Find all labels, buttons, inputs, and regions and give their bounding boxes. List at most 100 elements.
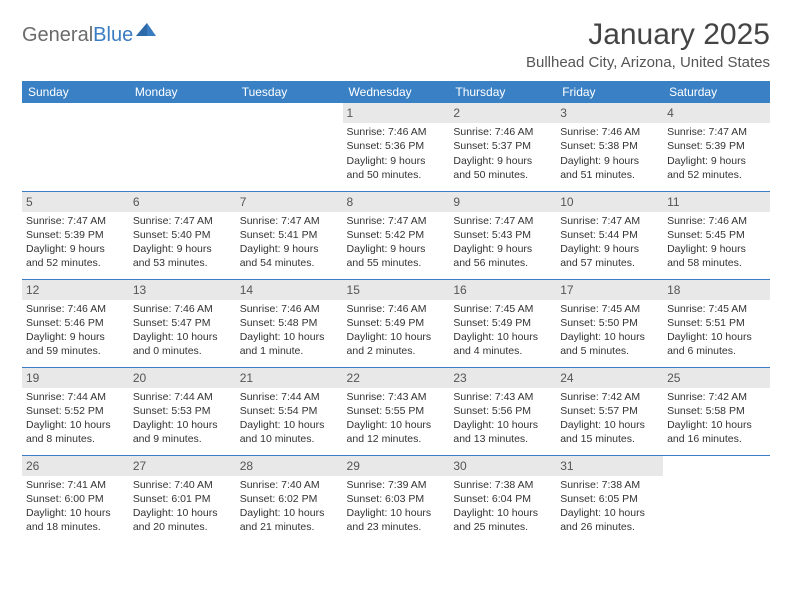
calendar-cell: 30Sunrise: 7:38 AMSunset: 6:04 PMDayligh… bbox=[449, 455, 556, 543]
day-number: 29 bbox=[343, 456, 450, 476]
day-number: 11 bbox=[663, 192, 770, 212]
day-number: 30 bbox=[449, 456, 556, 476]
sunset-text: Sunset: 5:46 PM bbox=[26, 316, 125, 330]
logo-word2: Blue bbox=[93, 24, 133, 46]
day-number: 5 bbox=[22, 192, 129, 212]
sunset-text: Sunset: 5:39 PM bbox=[26, 228, 125, 242]
calendar-week: 19Sunrise: 7:44 AMSunset: 5:52 PMDayligh… bbox=[22, 367, 770, 455]
daylight-text: Daylight: 9 hours and 57 minutes. bbox=[560, 242, 659, 270]
day-number: 21 bbox=[236, 368, 343, 388]
sunrise-text: Sunrise: 7:42 AM bbox=[667, 390, 766, 404]
day-number: 3 bbox=[556, 103, 663, 123]
calendar-cell: 19Sunrise: 7:44 AMSunset: 5:52 PMDayligh… bbox=[22, 367, 129, 455]
sunset-text: Sunset: 5:36 PM bbox=[347, 139, 446, 153]
day-number: 24 bbox=[556, 368, 663, 388]
sunset-text: Sunset: 5:52 PM bbox=[26, 404, 125, 418]
calendar-cell: 18Sunrise: 7:45 AMSunset: 5:51 PMDayligh… bbox=[663, 279, 770, 367]
calendar-cell: 27Sunrise: 7:40 AMSunset: 6:01 PMDayligh… bbox=[129, 455, 236, 543]
day-number: 15 bbox=[343, 280, 450, 300]
empty-day bbox=[129, 103, 236, 121]
sunrise-text: Sunrise: 7:45 AM bbox=[560, 302, 659, 316]
day-number: 8 bbox=[343, 192, 450, 212]
sunset-text: Sunset: 5:53 PM bbox=[133, 404, 232, 418]
calendar-cell: 5Sunrise: 7:47 AMSunset: 5:39 PMDaylight… bbox=[22, 191, 129, 279]
day-number: 26 bbox=[22, 456, 129, 476]
calendar-cell: 17Sunrise: 7:45 AMSunset: 5:50 PMDayligh… bbox=[556, 279, 663, 367]
day-number: 18 bbox=[663, 280, 770, 300]
daylight-text: Daylight: 10 hours and 16 minutes. bbox=[667, 418, 766, 446]
day-header: Sunday bbox=[22, 81, 129, 103]
calendar-cell bbox=[236, 103, 343, 191]
day-header: Saturday bbox=[663, 81, 770, 103]
sunset-text: Sunset: 5:56 PM bbox=[453, 404, 552, 418]
location-text: Bullhead City, Arizona, United States bbox=[526, 54, 770, 71]
calendar-cell: 24Sunrise: 7:42 AMSunset: 5:57 PMDayligh… bbox=[556, 367, 663, 455]
day-header: Monday bbox=[129, 81, 236, 103]
daylight-text: Daylight: 9 hours and 55 minutes. bbox=[347, 242, 446, 270]
sunrise-text: Sunrise: 7:44 AM bbox=[133, 390, 232, 404]
calendar-cell: 23Sunrise: 7:43 AMSunset: 5:56 PMDayligh… bbox=[449, 367, 556, 455]
day-number: 1 bbox=[343, 103, 450, 123]
sunrise-text: Sunrise: 7:45 AM bbox=[453, 302, 552, 316]
day-number: 31 bbox=[556, 456, 663, 476]
sunrise-text: Sunrise: 7:46 AM bbox=[347, 125, 446, 139]
calendar-cell: 3Sunrise: 7:46 AMSunset: 5:38 PMDaylight… bbox=[556, 103, 663, 191]
daylight-text: Daylight: 9 hours and 58 minutes. bbox=[667, 242, 766, 270]
day-number: 19 bbox=[22, 368, 129, 388]
day-number: 27 bbox=[129, 456, 236, 476]
calendar-cell: 20 Sunrise: 7:44 AMSunset: 5:53 PMDayligh… bbox=[129, 367, 236, 455]
sunrise-text: Sunrise: 7:46 AM bbox=[347, 302, 446, 316]
calendar-cell: 31Sunrise: 7:38 AMSunset: 6:05 PMDayligh… bbox=[556, 455, 663, 543]
page: GeneralBlue January 2025 Bullhead City, … bbox=[0, 0, 792, 559]
day-number: 2 bbox=[449, 103, 556, 123]
day-number: 14 bbox=[236, 280, 343, 300]
sunset-text: Sunset: 6:01 PM bbox=[133, 492, 232, 506]
daylight-text: Daylight: 10 hours and 1 minute. bbox=[240, 330, 339, 358]
logo: GeneralBlue bbox=[22, 18, 157, 47]
sunset-text: Sunset: 5:43 PM bbox=[453, 228, 552, 242]
calendar-cell: 11Sunrise: 7:46 AMSunset: 5:45 PMDayligh… bbox=[663, 191, 770, 279]
calendar-cell: 10Sunrise: 7:47 AMSunset: 5:44 PMDayligh… bbox=[556, 191, 663, 279]
daylight-text: Daylight: 9 hours and 56 minutes. bbox=[453, 242, 552, 270]
daylight-text: Daylight: 9 hours and 50 minutes. bbox=[453, 154, 552, 182]
day-number: 17 bbox=[556, 280, 663, 300]
sunset-text: Sunset: 5:49 PM bbox=[347, 316, 446, 330]
sunrise-text: Sunrise: 7:43 AM bbox=[453, 390, 552, 404]
sunrise-text: Sunrise: 7:38 AM bbox=[560, 478, 659, 492]
sunset-text: Sunset: 5:50 PM bbox=[560, 316, 659, 330]
empty-day bbox=[236, 103, 343, 121]
calendar-week: 1Sunrise: 7:46 AMSunset: 5:36 PMDaylight… bbox=[22, 103, 770, 191]
calendar-cell bbox=[663, 455, 770, 543]
daylight-text: Daylight: 10 hours and 8 minutes. bbox=[26, 418, 125, 446]
sunset-text: Sunset: 5:42 PM bbox=[347, 228, 446, 242]
calendar-cell: 22Sunrise: 7:43 AMSunset: 5:55 PMDayligh… bbox=[343, 367, 450, 455]
sunrise-text: Sunrise: 7:41 AM bbox=[26, 478, 125, 492]
daylight-text: Daylight: 10 hours and 18 minutes. bbox=[26, 506, 125, 534]
daylight-text: Daylight: 9 hours and 54 minutes. bbox=[240, 242, 339, 270]
day-header: Thursday bbox=[449, 81, 556, 103]
sunrise-text: Sunrise: 7:44 AM bbox=[240, 390, 339, 404]
sunrise-text: Sunrise: 7:42 AM bbox=[560, 390, 659, 404]
daylight-text: Daylight: 10 hours and 6 minutes. bbox=[667, 330, 766, 358]
day-header: Wednesday bbox=[343, 81, 450, 103]
daylight-text: Daylight: 9 hours and 50 minutes. bbox=[347, 154, 446, 182]
header: GeneralBlue January 2025 Bullhead City, … bbox=[22, 18, 770, 71]
sunrise-text: Sunrise: 7:40 AM bbox=[240, 478, 339, 492]
empty-day bbox=[22, 103, 129, 121]
calendar-cell: 8Sunrise: 7:47 AMSunset: 5:42 PMDaylight… bbox=[343, 191, 450, 279]
calendar-cell: 28Sunrise: 7:40 AMSunset: 6:02 PMDayligh… bbox=[236, 455, 343, 543]
daylight-text: Daylight: 10 hours and 25 minutes. bbox=[453, 506, 552, 534]
calendar-cell bbox=[22, 103, 129, 191]
sunrise-text: Sunrise: 7:40 AM bbox=[133, 478, 232, 492]
calendar-week: 26Sunrise: 7:41 AMSunset: 6:00 PMDayligh… bbox=[22, 455, 770, 543]
calendar-cell bbox=[129, 103, 236, 191]
calendar-cell: 9Sunrise: 7:47 AMSunset: 5:43 PMDaylight… bbox=[449, 191, 556, 279]
calendar-cell: 25Sunrise: 7:42 AMSunset: 5:58 PMDayligh… bbox=[663, 367, 770, 455]
sunset-text: Sunset: 5:41 PM bbox=[240, 228, 339, 242]
sunset-text: Sunset: 5:51 PM bbox=[667, 316, 766, 330]
sunrise-text: Sunrise: 7:46 AM bbox=[133, 302, 232, 316]
daylight-text: Daylight: 10 hours and 9 minutes. bbox=[133, 418, 232, 446]
day-header: Tuesday bbox=[236, 81, 343, 103]
calendar-cell: 12Sunrise: 7:46 AMSunset: 5:46 PMDayligh… bbox=[22, 279, 129, 367]
day-number: 20 bbox=[129, 368, 236, 388]
